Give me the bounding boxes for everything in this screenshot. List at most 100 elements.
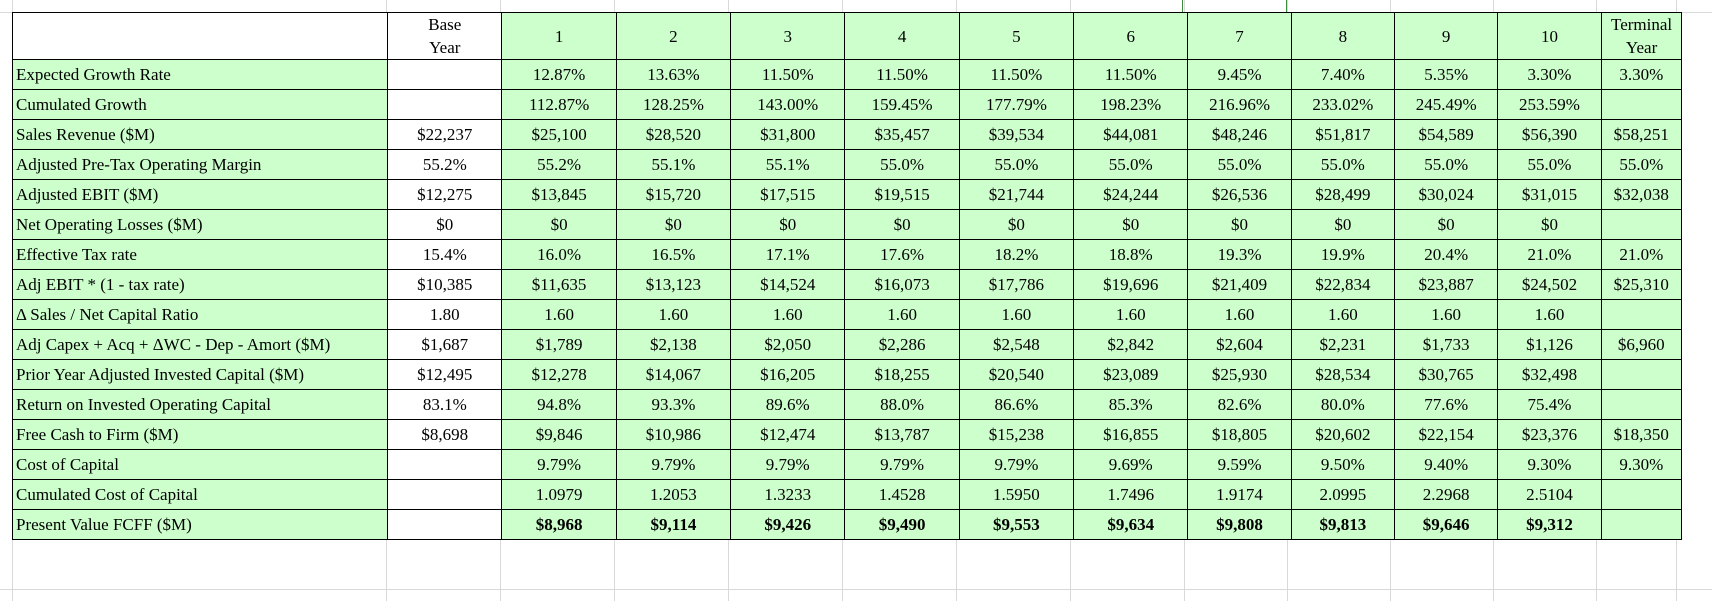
year-3-cell[interactable]: 1.3233 — [730, 479, 846, 510]
year-3-cell[interactable]: 17.1% — [730, 239, 846, 270]
year-1-cell[interactable]: $12,278 — [501, 359, 617, 390]
year-7-cell[interactable]: 9.59% — [1187, 449, 1292, 480]
header-year-8[interactable]: 8 — [1290, 12, 1396, 60]
year-10-cell[interactable]: $1,126 — [1497, 329, 1602, 360]
year-2-cell[interactable]: 1.60 — [615, 299, 732, 330]
year-5-cell[interactable]: 18.2% — [958, 239, 1075, 270]
year-8-cell[interactable]: 55.0% — [1290, 149, 1396, 180]
year-8-cell[interactable]: 19.9% — [1290, 239, 1396, 270]
year-1-cell[interactable]: 112.87% — [501, 89, 617, 120]
year-1-cell[interactable]: $13,845 — [501, 179, 617, 210]
year-10-cell[interactable]: $24,502 — [1497, 269, 1602, 300]
year-5-cell[interactable]: $39,534 — [958, 119, 1075, 150]
base-year-cell[interactable] — [387, 89, 503, 120]
terminal-year-cell[interactable]: $58,251 — [1600, 119, 1683, 150]
year-4-cell[interactable]: 9.79% — [844, 449, 960, 480]
year-1-cell[interactable]: 16.0% — [501, 239, 617, 270]
year-7-cell[interactable]: $21,409 — [1187, 269, 1292, 300]
year-9-cell[interactable]: $30,024 — [1393, 179, 1499, 210]
terminal-year-cell[interactable]: $32,038 — [1600, 179, 1683, 210]
year-5-cell[interactable]: $20,540 — [958, 359, 1075, 390]
year-10-cell[interactable]: $23,376 — [1497, 419, 1602, 450]
year-9-cell[interactable]: 1.60 — [1393, 299, 1499, 330]
terminal-year-cell[interactable] — [1600, 479, 1683, 510]
terminal-year-cell[interactable] — [1600, 299, 1683, 330]
year-5-cell[interactable]: $0 — [958, 209, 1075, 240]
year-10-cell[interactable]: 75.4% — [1497, 389, 1602, 420]
base-year-cell[interactable] — [387, 509, 503, 540]
year-2-cell[interactable]: 55.1% — [615, 149, 732, 180]
year-1-cell[interactable]: $9,846 — [501, 419, 617, 450]
year-3-cell[interactable]: $2,050 — [730, 329, 846, 360]
year-4-cell[interactable]: $16,073 — [844, 269, 960, 300]
year-7-cell[interactable]: $18,805 — [1187, 419, 1292, 450]
year-10-cell[interactable]: $9,312 — [1497, 509, 1602, 540]
year-6-cell[interactable]: $0 — [1073, 209, 1189, 240]
year-3-cell[interactable]: 9.79% — [730, 449, 846, 480]
year-10-cell[interactable]: 9.30% — [1497, 449, 1602, 480]
header-year-9[interactable]: 9 — [1393, 12, 1499, 60]
year-5-cell[interactable]: $2,548 — [958, 329, 1075, 360]
base-year-cell[interactable]: $12,495 — [387, 359, 503, 390]
year-10-cell[interactable]: $31,015 — [1497, 179, 1602, 210]
year-10-cell[interactable]: $32,498 — [1497, 359, 1602, 390]
year-2-cell[interactable]: 9.79% — [615, 449, 732, 480]
year-7-cell[interactable]: $0 — [1187, 209, 1292, 240]
row-label[interactable]: Adjusted EBIT ($M) — [11, 179, 389, 210]
year-6-cell[interactable]: $23,089 — [1073, 359, 1189, 390]
year-8-cell[interactable]: 1.60 — [1290, 299, 1396, 330]
year-2-cell[interactable]: 93.3% — [615, 389, 732, 420]
year-5-cell[interactable]: 11.50% — [958, 59, 1075, 90]
year-3-cell[interactable]: 55.1% — [730, 149, 846, 180]
row-label[interactable]: Net Operating Losses ($M) — [11, 209, 389, 240]
year-2-cell[interactable]: $2,138 — [615, 329, 732, 360]
year-1-cell[interactable]: 9.79% — [501, 449, 617, 480]
year-10-cell[interactable]: $0 — [1497, 209, 1602, 240]
header-terminal-year[interactable]: Terminal Year — [1600, 12, 1683, 60]
row-label[interactable]: Prior Year Adjusted Invested Capital ($M… — [11, 359, 389, 390]
year-3-cell[interactable]: $12,474 — [730, 419, 846, 450]
year-9-cell[interactable]: $54,589 — [1393, 119, 1499, 150]
year-9-cell[interactable]: 5.35% — [1393, 59, 1499, 90]
year-6-cell[interactable]: $9,634 — [1073, 509, 1189, 540]
year-8-cell[interactable]: 7.40% — [1290, 59, 1396, 90]
terminal-year-cell[interactable] — [1600, 209, 1683, 240]
year-6-cell[interactable]: $44,081 — [1073, 119, 1189, 150]
year-4-cell[interactable]: $35,457 — [844, 119, 960, 150]
year-9-cell[interactable]: $23,887 — [1393, 269, 1499, 300]
year-6-cell[interactable]: $2,842 — [1073, 329, 1189, 360]
year-8-cell[interactable]: $20,602 — [1290, 419, 1396, 450]
year-8-cell[interactable]: 80.0% — [1290, 389, 1396, 420]
year-7-cell[interactable]: $25,930 — [1187, 359, 1292, 390]
terminal-year-cell[interactable] — [1600, 389, 1683, 420]
year-1-cell[interactable]: $11,635 — [501, 269, 617, 300]
year-10-cell[interactable]: 253.59% — [1497, 89, 1602, 120]
base-year-cell[interactable]: $1,687 — [387, 329, 503, 360]
year-7-cell[interactable]: 19.3% — [1187, 239, 1292, 270]
year-9-cell[interactable]: 20.4% — [1393, 239, 1499, 270]
year-5-cell[interactable]: 9.79% — [958, 449, 1075, 480]
year-2-cell[interactable]: $14,067 — [615, 359, 732, 390]
year-5-cell[interactable]: 1.60 — [958, 299, 1075, 330]
terminal-year-cell[interactable]: 21.0% — [1600, 239, 1683, 270]
terminal-year-cell[interactable]: $6,960 — [1600, 329, 1683, 360]
year-5-cell[interactable]: 86.6% — [958, 389, 1075, 420]
year-3-cell[interactable]: $0 — [730, 209, 846, 240]
year-9-cell[interactable]: 77.6% — [1393, 389, 1499, 420]
year-5-cell[interactable]: $15,238 — [958, 419, 1075, 450]
base-year-cell[interactable]: 15.4% — [387, 239, 503, 270]
year-9-cell[interactable]: 2.2968 — [1393, 479, 1499, 510]
year-4-cell[interactable]: $13,787 — [844, 419, 960, 450]
year-8-cell[interactable]: 2.0995 — [1290, 479, 1396, 510]
year-2-cell[interactable]: $15,720 — [615, 179, 732, 210]
year-2-cell[interactable]: $28,520 — [615, 119, 732, 150]
year-6-cell[interactable]: 18.8% — [1073, 239, 1189, 270]
year-9-cell[interactable]: 55.0% — [1393, 149, 1499, 180]
year-3-cell[interactable]: 1.60 — [730, 299, 846, 330]
year-2-cell[interactable]: $10,986 — [615, 419, 732, 450]
base-year-cell[interactable]: 1.80 — [387, 299, 503, 330]
terminal-year-cell[interactable]: 9.30% — [1600, 449, 1683, 480]
year-3-cell[interactable]: $17,515 — [730, 179, 846, 210]
year-2-cell[interactable]: $13,123 — [615, 269, 732, 300]
header-year-1[interactable]: 1 — [501, 12, 617, 60]
